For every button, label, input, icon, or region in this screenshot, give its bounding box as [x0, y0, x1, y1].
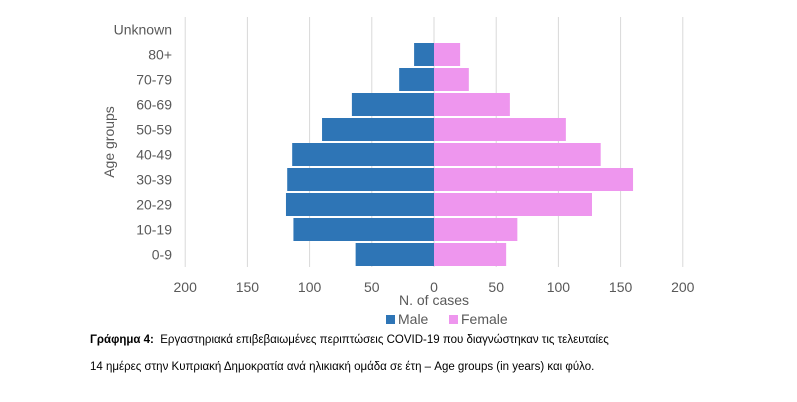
y-tick-label: 10-19: [136, 222, 172, 238]
bar-male-10-19: [293, 218, 434, 241]
x-tick-labels: 200 150 100 50 0 50 100 150 200: [174, 279, 695, 295]
x-tick-label: 100: [298, 279, 322, 295]
x-tick-label: 50: [364, 279, 380, 295]
bar-male-60-69: [351, 93, 434, 116]
x-tick-label: 150: [236, 279, 260, 295]
y-tick-label: 40-49: [136, 147, 172, 163]
figure-caption-line-1: Γράφημα 4: Εργαστηριακά επιβεβαιωμένες π…: [90, 334, 609, 346]
legend-label-female: Female: [461, 311, 508, 327]
bar-female-80+: [434, 43, 461, 66]
bar-male-20-29: [285, 193, 434, 216]
legend-label-male: Male: [398, 311, 429, 327]
y-axis-title: Age groups: [101, 106, 117, 178]
bar-male-80+: [414, 43, 434, 66]
y-tick-label: 0-9: [152, 247, 172, 263]
bar-female-60-69: [434, 93, 510, 116]
bar-male-0-9: [355, 243, 434, 266]
x-tick-label: 200: [671, 279, 695, 295]
x-tick-label: 50: [488, 279, 504, 295]
x-axis-title: N. of cases: [399, 292, 469, 308]
bar-female-70-79: [434, 68, 469, 91]
legend: Male Female: [386, 311, 508, 327]
bar-male-30-39: [287, 168, 434, 191]
legend-swatch-male: [386, 315, 395, 324]
x-tick-label: 0: [430, 279, 438, 295]
y-tick-label: 20-29: [136, 197, 172, 213]
bar-female-40-49: [434, 143, 601, 166]
y-tick-label: 70-79: [136, 72, 172, 88]
y-tick-label: 60-69: [136, 97, 172, 113]
bar-female-0-9: [434, 243, 507, 266]
bar-male-70-79: [399, 68, 434, 91]
population-pyramid-chart: 0-9 10-19 20-29 30-39 40-49 50-59 60-69 70-79 80…: [101, 17, 695, 327]
figure-caption-text-1: Εργαστηριακά επιβεβαιωμένες περιπτώσεις …: [160, 334, 609, 346]
bar-male-40-49: [292, 143, 434, 166]
y-tick-label: 80+: [148, 47, 172, 63]
y-tick-label: 30-39: [136, 172, 172, 188]
y-tick-label: 50-59: [136, 122, 172, 138]
x-tick-label: 200: [174, 279, 198, 295]
bar-male-50-59: [322, 118, 434, 141]
bar-female-30-39: [434, 168, 634, 191]
bars: [285, 43, 634, 266]
bar-female-20-29: [434, 193, 592, 216]
x-tick-label: 150: [609, 279, 633, 295]
y-tick-label: Unknown: [114, 22, 172, 38]
bar-female-50-59: [434, 118, 566, 141]
y-tick-labels: 0-9 10-19 20-29 30-39 40-49 50-59 60-69 70-79 80…: [114, 22, 173, 263]
bar-female-10-19: [434, 218, 518, 241]
figure-caption-line-2: 14 ημέρες στην Κυπριακή Δημοκρατία ανά η…: [90, 361, 595, 373]
figure-caption-label: Γράφημα 4:: [90, 334, 154, 346]
x-tick-label: 100: [547, 279, 571, 295]
legend-swatch-female: [449, 315, 458, 324]
